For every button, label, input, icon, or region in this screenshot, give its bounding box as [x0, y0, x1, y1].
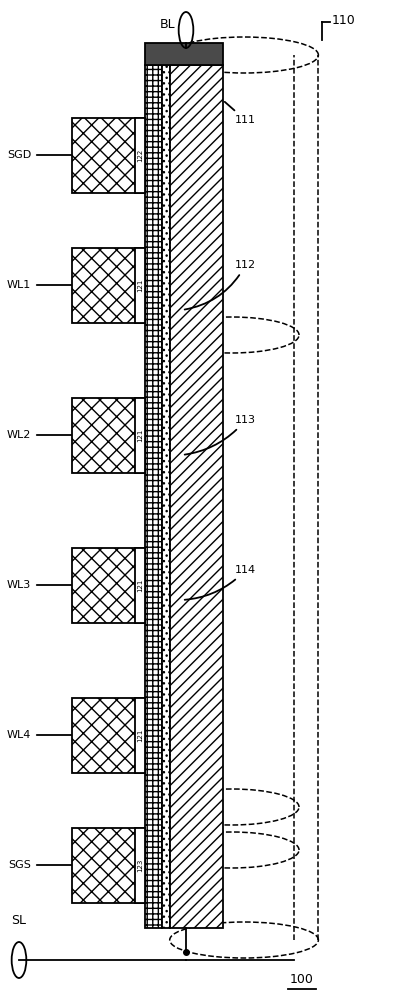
Bar [135, 828, 145, 902]
Text: SGD: SGD [7, 150, 71, 160]
Bar [135, 698, 145, 772]
Bar [145, 43, 223, 65]
Text: 123: 123 [137, 858, 143, 872]
Bar [72, 548, 145, 622]
Bar [135, 548, 145, 622]
Bar [162, 65, 170, 928]
Bar [170, 65, 223, 928]
Text: 114: 114 [185, 565, 256, 600]
Text: 121: 121 [137, 728, 143, 742]
Text: WL1: WL1 [7, 280, 71, 290]
Text: 112: 112 [185, 260, 256, 310]
Bar [135, 117, 145, 192]
Bar [135, 247, 145, 322]
Bar [72, 698, 145, 772]
Text: WL3: WL3 [7, 580, 71, 590]
Text: 121: 121 [137, 278, 143, 292]
Bar [72, 397, 145, 473]
Bar [145, 65, 162, 928]
Text: 122: 122 [137, 148, 143, 162]
Bar [72, 117, 145, 192]
Text: SGS: SGS [8, 860, 71, 870]
Bar [72, 247, 145, 322]
Text: 110: 110 [331, 13, 355, 26]
Bar [135, 397, 145, 473]
Text: 111: 111 [225, 102, 256, 125]
Text: WL4: WL4 [7, 730, 71, 740]
Text: 100: 100 [290, 973, 314, 986]
Text: SL: SL [11, 914, 27, 927]
Text: 113: 113 [185, 415, 256, 455]
Text: 121: 121 [137, 428, 143, 442]
Bar [72, 828, 145, 902]
Text: 121: 121 [137, 578, 143, 592]
Text: BL: BL [160, 18, 176, 31]
Text: WL2: WL2 [7, 430, 71, 440]
